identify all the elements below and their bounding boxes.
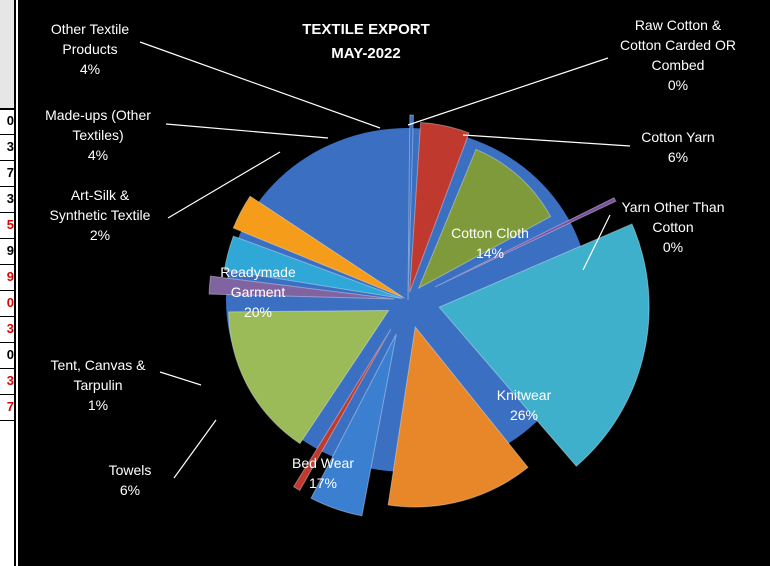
data-label-art-silk-synthetic-textile: Art-Silk & <box>71 187 130 203</box>
table-cell-fragment: 9 <box>0 238 14 265</box>
leader-line <box>407 57 609 126</box>
data-label-raw-cotton-cotton-carded-or-combed: 0% <box>668 77 688 93</box>
data-label-yarn-other-than-cotton: Yarn Other Than <box>622 199 725 215</box>
leader-line <box>462 134 631 147</box>
leader-line <box>165 123 329 139</box>
leader-line <box>159 371 202 386</box>
pie-slice-made-ups-other-textiles- <box>223 235 403 299</box>
data-label-cotton-yarn: Cotton Yarn <box>641 129 714 145</box>
data-label-art-silk-synthetic-textile: 2% <box>90 227 110 243</box>
pie-slice-other-textile-products <box>232 195 405 299</box>
pie-slice-cotton-cloth <box>417 148 552 290</box>
pie-slice-knitwear <box>438 223 650 467</box>
data-label-bed-wear: Bed Wear <box>292 455 354 471</box>
chart-panel: Raw Cotton & Cotton Carded OR Combed 0% Cott… <box>18 0 770 566</box>
pie-slice-cotton-yarn <box>409 121 470 293</box>
data-label-tent-canvas-tarpulin: 1% <box>88 397 108 413</box>
leader-line <box>139 41 381 129</box>
pie-slice-readymade-garment <box>228 309 390 445</box>
table-cell-fragment: 7 <box>0 394 14 421</box>
table-cell-fragment: 7 <box>0 160 14 187</box>
data-label-raw-cotton-cotton-carded-or-combed: Combed <box>652 57 705 73</box>
data-label-other-textile-products: Products <box>62 41 117 57</box>
table-cell-fragment: 0 <box>0 290 14 317</box>
leader-line <box>582 214 611 271</box>
data-label-raw-cotton-cotton-carded-or-combed: Cotton Carded OR <box>620 37 736 53</box>
table-cell-fragment: 0 <box>0 108 14 135</box>
pie-slice-yarn-other-than-cotton <box>434 197 617 288</box>
data-label-readymade-garment: Readymade <box>220 264 296 280</box>
pie-chart: Raw Cotton & Cotton Carded OR Combed 0% Cott… <box>45 17 736 517</box>
data-label-cotton-cloth: 14% <box>476 245 504 261</box>
pie-slice-raw-cotton-cotton-carded-or-combed <box>407 114 414 301</box>
data-label-knitwear: 26% <box>510 407 538 423</box>
leader-line <box>173 419 217 479</box>
data-label-other-textile-products: Other Textile <box>51 21 130 37</box>
data-label-tent-canvas-tarpulin: Tarpulin <box>73 377 122 393</box>
chart-title-line-2: MAY-2022 <box>331 45 401 62</box>
data-label-raw-cotton-cotton-carded-or-combed: Raw Cotton & <box>635 17 722 33</box>
table-cell-fragment: 3 <box>0 186 14 213</box>
leader-lines <box>139 41 631 479</box>
chart-title-line-1: TEXTILE EXPORT <box>302 21 430 38</box>
data-label-cotton-yarn: 6% <box>668 149 688 165</box>
data-label-towels: 6% <box>120 482 140 498</box>
leader-line <box>167 151 281 219</box>
table-cell-fragment: 0 <box>0 342 14 369</box>
data-label-yarn-other-than-cotton: Cotton <box>652 219 693 235</box>
data-label-other-textile-products: 4% <box>80 61 100 77</box>
table-cell-fragment: 3 <box>0 134 14 161</box>
data-label-made-ups-other-textiles-: 4% <box>88 147 108 163</box>
pie-slices <box>208 114 650 517</box>
table-cell-fragment: 3 <box>0 368 14 395</box>
data-label-towels: Towels <box>109 462 152 478</box>
table-cell-fragment: 9 <box>0 264 14 291</box>
data-label-yarn-other-than-cotton: 0% <box>663 239 683 255</box>
data-label-made-ups-other-textiles-: Made-ups (Other <box>45 107 151 123</box>
pie-slice-bed-wear <box>387 325 529 508</box>
data-label-cotton-cloth: Cotton Cloth <box>451 225 529 241</box>
table-header <box>0 0 14 110</box>
data-label-made-ups-other-textiles-: Textiles) <box>72 127 123 143</box>
data-label-readymade-garment: Garment <box>231 284 286 300</box>
pie-slice-towels <box>310 333 397 517</box>
data-label-bed-wear: 17% <box>309 475 337 491</box>
pie-slice-art-silk-synthetic-textile <box>208 275 395 300</box>
table-cell-fragment: 5 <box>0 212 14 239</box>
table-cell-fragment: 3 <box>0 316 14 343</box>
data-label-art-silk-synthetic-textile: Synthetic Textile <box>50 207 151 223</box>
data-label-knitwear: Knitwear <box>497 387 552 403</box>
slice-labels: Raw Cotton & Cotton Carded OR Combed 0% Cott… <box>45 17 736 498</box>
data-label-readymade-garment: 20% <box>244 304 272 320</box>
pie-slice-tent-canvas-tarpulin <box>292 329 392 492</box>
data-label-tent-canvas-tarpulin: Tent, Canvas & <box>51 357 147 373</box>
